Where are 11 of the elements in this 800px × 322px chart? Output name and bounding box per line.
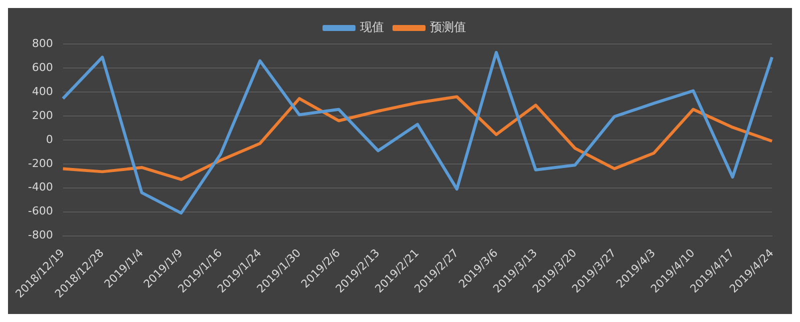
y-tick-label: -600 <box>28 204 53 218</box>
y-tick-label: 200 <box>32 108 53 122</box>
y-tick-label: 600 <box>32 60 53 74</box>
y-tick-label: -200 <box>28 156 53 170</box>
y-tick-label: -800 <box>28 228 53 242</box>
y-tick-label: 400 <box>32 84 53 98</box>
legend-label: 预测值 <box>430 20 466 34</box>
legend-label: 现值 <box>360 20 384 34</box>
y-tick-label: -400 <box>28 180 53 194</box>
y-tick-label: 0 <box>46 132 53 146</box>
y-tick-label: 800 <box>32 36 53 50</box>
